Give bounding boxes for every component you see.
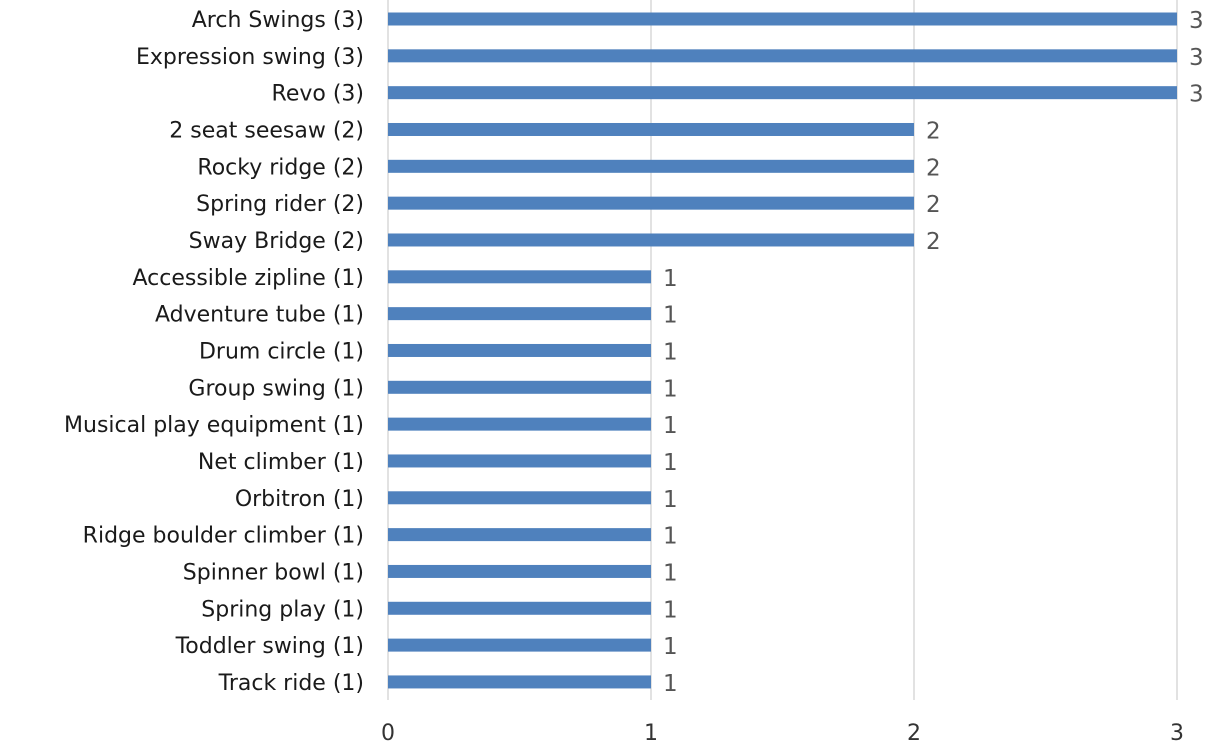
category-label: Spinner bowl (1) [183, 560, 364, 585]
bar [388, 233, 914, 247]
bar [388, 417, 651, 431]
category-label: Spring rider (2) [196, 192, 364, 217]
data-label: 1 [663, 560, 678, 586]
category-labels: Arch Swings (3) Expression swing (3) Revo … [64, 8, 364, 696]
bar [388, 638, 651, 652]
data-label: 3 [1189, 82, 1204, 108]
data-label: 1 [663, 376, 678, 402]
data-label: 1 [663, 524, 678, 550]
data-label: 3 [1189, 8, 1204, 34]
data-label: 3 [1189, 45, 1204, 71]
category-label: Accessible zipline (1) [132, 266, 364, 291]
category-label: 2 seat seesaw (2) [169, 118, 364, 143]
category-label: Drum circle (1) [199, 339, 364, 364]
bar [388, 12, 1177, 26]
bar [388, 49, 1177, 63]
data-label: 2 [926, 229, 941, 255]
bar [388, 343, 651, 357]
bar [388, 528, 651, 542]
data-label: 1 [663, 450, 678, 476]
data-label: 1 [663, 339, 678, 365]
category-label: Revo (3) [272, 82, 364, 107]
x-tick-label: 0 [381, 721, 395, 744]
data-label: 2 [926, 192, 941, 218]
category-label: Arch Swings (3) [192, 8, 364, 33]
category-label: Adventure tube (1) [155, 303, 364, 328]
bar [388, 159, 914, 173]
bar [388, 601, 651, 615]
category-label: Rocky ridge (2) [197, 155, 364, 180]
category-label: Spring play (1) [201, 597, 364, 622]
data-label: 2 [926, 155, 941, 181]
data-label: 1 [663, 597, 678, 623]
data-label: 2 [926, 118, 941, 144]
data-label: 1 [663, 634, 678, 660]
bar [388, 307, 651, 321]
category-label: Net climber (1) [198, 450, 364, 475]
bar [388, 380, 651, 394]
data-label: 1 [663, 266, 678, 292]
x-tick-label: 2 [907, 721, 921, 744]
category-label: Toddler swing (1) [175, 634, 364, 659]
data-label: 1 [663, 303, 678, 329]
bar [388, 454, 651, 468]
data-labels: 3 3 3 2 2 2 2 1 1 1 1 1 1 1 1 1 1 1 1 [663, 8, 1204, 697]
category-label: Sway Bridge (2) [189, 229, 364, 254]
x-tick-label: 3 [1170, 721, 1184, 744]
bars [388, 12, 1177, 689]
category-label: Group swing (1) [188, 376, 364, 401]
category-label: Expression swing (3) [136, 45, 364, 70]
x-axis-tick-labels: 0 1 2 3 [381, 721, 1184, 744]
bar [388, 122, 914, 136]
bar [388, 491, 651, 505]
bar [388, 270, 651, 284]
bar [388, 564, 651, 578]
x-tick-label: 1 [644, 721, 658, 744]
data-label: 1 [663, 671, 678, 697]
bar [388, 86, 1177, 100]
data-label: 1 [663, 413, 678, 439]
category-label: Orbitron (1) [235, 487, 364, 512]
category-label: Musical play equipment (1) [64, 413, 364, 438]
bar [388, 675, 651, 689]
category-label: Ridge boulder climber (1) [83, 524, 364, 549]
category-label: Track ride (1) [218, 671, 364, 696]
data-label: 1 [663, 487, 678, 513]
bar [388, 196, 914, 210]
